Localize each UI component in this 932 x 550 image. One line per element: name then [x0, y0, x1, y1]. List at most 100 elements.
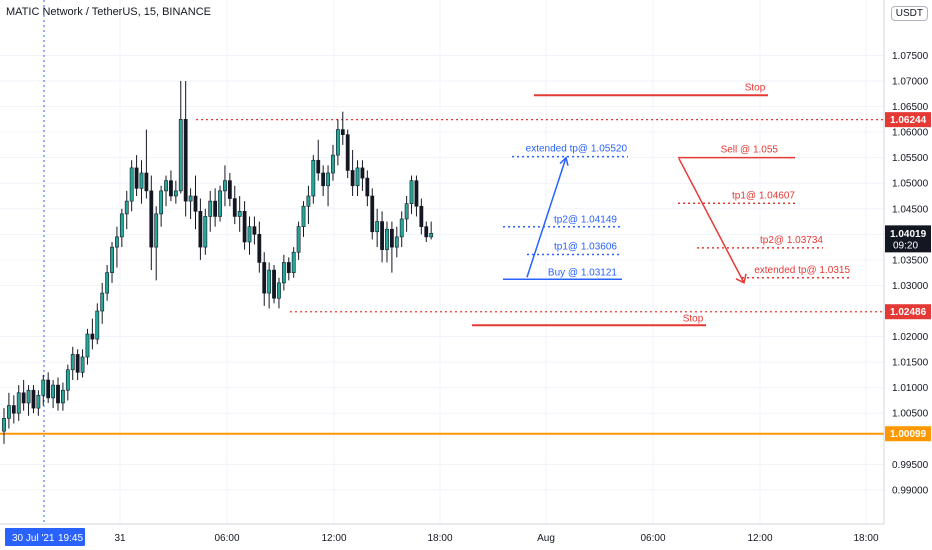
candle-bear	[419, 205, 424, 227]
candle-bull	[7, 405, 11, 419]
candle-bear	[257, 234, 262, 263]
price-tick-label: 1.03000	[892, 281, 929, 292]
candle-bull	[119, 213, 124, 238]
time-tick-label: 12:00	[747, 533, 772, 544]
candle-bear	[345, 134, 350, 171]
candlestick-series	[2, 81, 434, 444]
candle-bear	[242, 211, 247, 243]
candle-bear	[90, 333, 95, 340]
candle-bull	[355, 167, 360, 187]
price-tick-label: 1.00500	[892, 409, 929, 420]
candle-bear	[316, 159, 321, 174]
candle-bear	[380, 221, 384, 250]
candle-bear	[424, 226, 429, 238]
candle-bear	[340, 129, 345, 135]
candle-bear	[31, 389, 36, 409]
candle-bull	[326, 172, 330, 187]
candle-bear	[350, 170, 355, 187]
price-axis[interactable]: 1.07500 1.07000 1.06500 1.06000 1.05500 1.050…	[883, 0, 931, 524]
time-tick-label: Aug	[537, 533, 555, 544]
candle-bear	[198, 211, 203, 248]
candle-bull	[203, 216, 208, 248]
price-tick-label: 1.04500	[892, 204, 929, 215]
candle-bull	[208, 200, 213, 217]
buy-entry-label: Buy @ 1.03121	[548, 267, 618, 278]
candle-bear	[134, 167, 139, 189]
candle-bear	[56, 384, 60, 404]
price-tick-label: 1.07500	[892, 51, 929, 62]
time-tick-label: 18:00	[853, 533, 878, 544]
candle-bull	[399, 218, 404, 238]
price-badge-label: 1.00099	[890, 429, 927, 440]
candle-bull	[51, 384, 56, 399]
candle-bull	[277, 282, 281, 299]
candle-bull	[2, 418, 6, 432]
price-tick-label: 1.02000	[892, 332, 929, 343]
price-badge-label: 1.02486	[890, 307, 927, 318]
candle-bull	[223, 180, 227, 192]
candle-bull	[139, 172, 144, 189]
candle-bull	[404, 203, 409, 220]
candle-bear	[262, 262, 267, 294]
candle-bull	[267, 269, 272, 294]
last-price-label: 1.04019	[890, 229, 927, 240]
candle-bull	[173, 190, 178, 197]
candle-bear	[272, 269, 276, 299]
price-badge	[885, 112, 931, 128]
last-price-badge	[885, 225, 931, 253]
candle-bear	[365, 177, 370, 197]
long-extended-tp-label: extended tp@ 1.05520	[526, 144, 628, 155]
price-tick-label: 1.06000	[892, 128, 929, 139]
candle-bull	[291, 251, 296, 273]
crosshair-time-label: 19:45	[58, 533, 83, 544]
candle-bull	[154, 213, 159, 248]
candle-bull	[237, 211, 242, 217]
candle-bear	[46, 379, 51, 399]
candle-bull	[188, 195, 193, 202]
candle-bull	[164, 180, 168, 192]
candle-bear	[213, 200, 218, 217]
price-badge-label: 1.06244	[890, 115, 927, 126]
candle-bull	[218, 190, 222, 217]
candle-bear	[321, 172, 326, 187]
price-tick-label: 0.99000	[892, 485, 929, 496]
currency-button[interactable]: USDT	[890, 6, 928, 21]
price-tick-label: 1.01000	[892, 383, 929, 394]
long-tp2-label: tp2@ 1.04149	[554, 215, 617, 226]
candle-bull	[159, 190, 164, 215]
candle-bull	[301, 205, 306, 227]
candle-bear	[75, 354, 80, 373]
price-badge	[885, 304, 931, 320]
candle-bull	[306, 195, 311, 207]
reference-lines	[0, 119, 884, 435]
long-arrow-head	[559, 156, 569, 166]
candle-bear	[193, 195, 198, 212]
price-tick-label: 1.06500	[892, 102, 929, 113]
candle-bull	[385, 228, 389, 250]
crosshair-time-badge	[5, 528, 85, 546]
candle-bear	[227, 180, 232, 199]
candle-bull	[70, 354, 75, 371]
candle-bull	[296, 226, 301, 253]
price-tick-label: 1.05000	[892, 179, 929, 190]
crosshair-date-label: 30 Jul '21	[12, 533, 55, 544]
time-axis[interactable]: 31 06:00 12:00 18:00 Aug 06:00 12:00 18:00 30 Ju…	[0, 523, 884, 546]
candle-bear	[149, 190, 154, 248]
candle-bull	[95, 310, 100, 340]
chart-grid	[0, 0, 884, 524]
candle-bull	[409, 180, 414, 204]
time-tick-label: 06:00	[214, 533, 239, 544]
candle-bull	[331, 154, 335, 174]
candle-bull	[100, 292, 105, 312]
short-stop-label: Stop	[745, 82, 766, 93]
candle-bear	[232, 198, 237, 217]
time-tick-label: 06:00	[640, 533, 665, 544]
candle-bull	[129, 167, 134, 202]
price-tick-label: 1.03500	[892, 255, 929, 266]
candle-bear	[414, 180, 419, 207]
candle-bear	[21, 392, 26, 404]
candle-bull	[335, 129, 340, 156]
candle-bear	[252, 226, 257, 235]
candle-bull	[26, 389, 31, 404]
